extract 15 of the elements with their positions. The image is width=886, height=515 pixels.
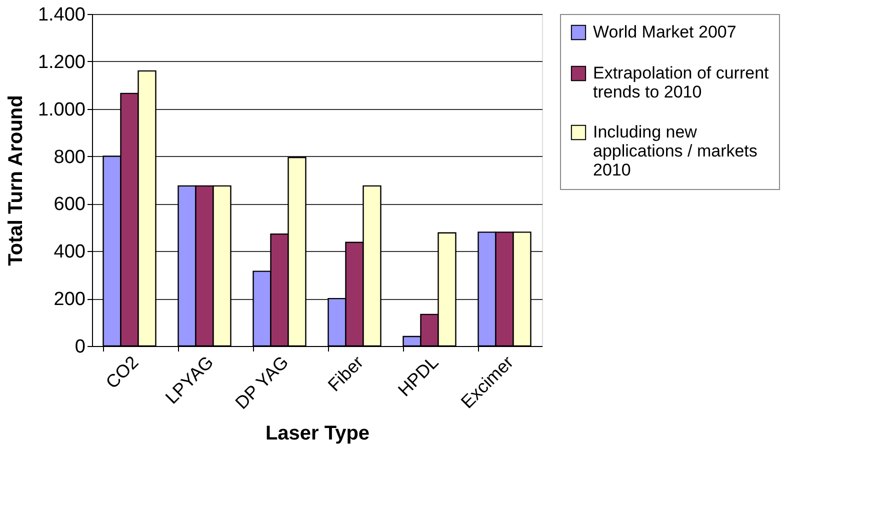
legend-label: Including new applications / markets 2010	[593, 122, 758, 180]
x-axis-title: Laser Type	[265, 422, 370, 444]
y-axis-title: Total Turn Around	[4, 95, 27, 266]
y-tick-label: 1.000	[38, 99, 86, 120]
y-tick-label: 600	[54, 194, 86, 216]
y-tick-label: 800	[54, 146, 86, 168]
x-tick-label: CO2	[102, 352, 142, 392]
y-tick-label: 400	[54, 242, 86, 263]
y-tick-label: 1.400	[38, 4, 86, 26]
y-tick-label: 200	[54, 289, 86, 310]
y-tick-label: 1.200	[38, 52, 86, 73]
legend-label: World Market 2007	[593, 22, 736, 42]
legend-label: Extrapolation of current trends to 2010	[593, 64, 770, 102]
x-tick-label: DP YAG	[231, 352, 292, 413]
y-tick-label: 0	[74, 336, 86, 358]
